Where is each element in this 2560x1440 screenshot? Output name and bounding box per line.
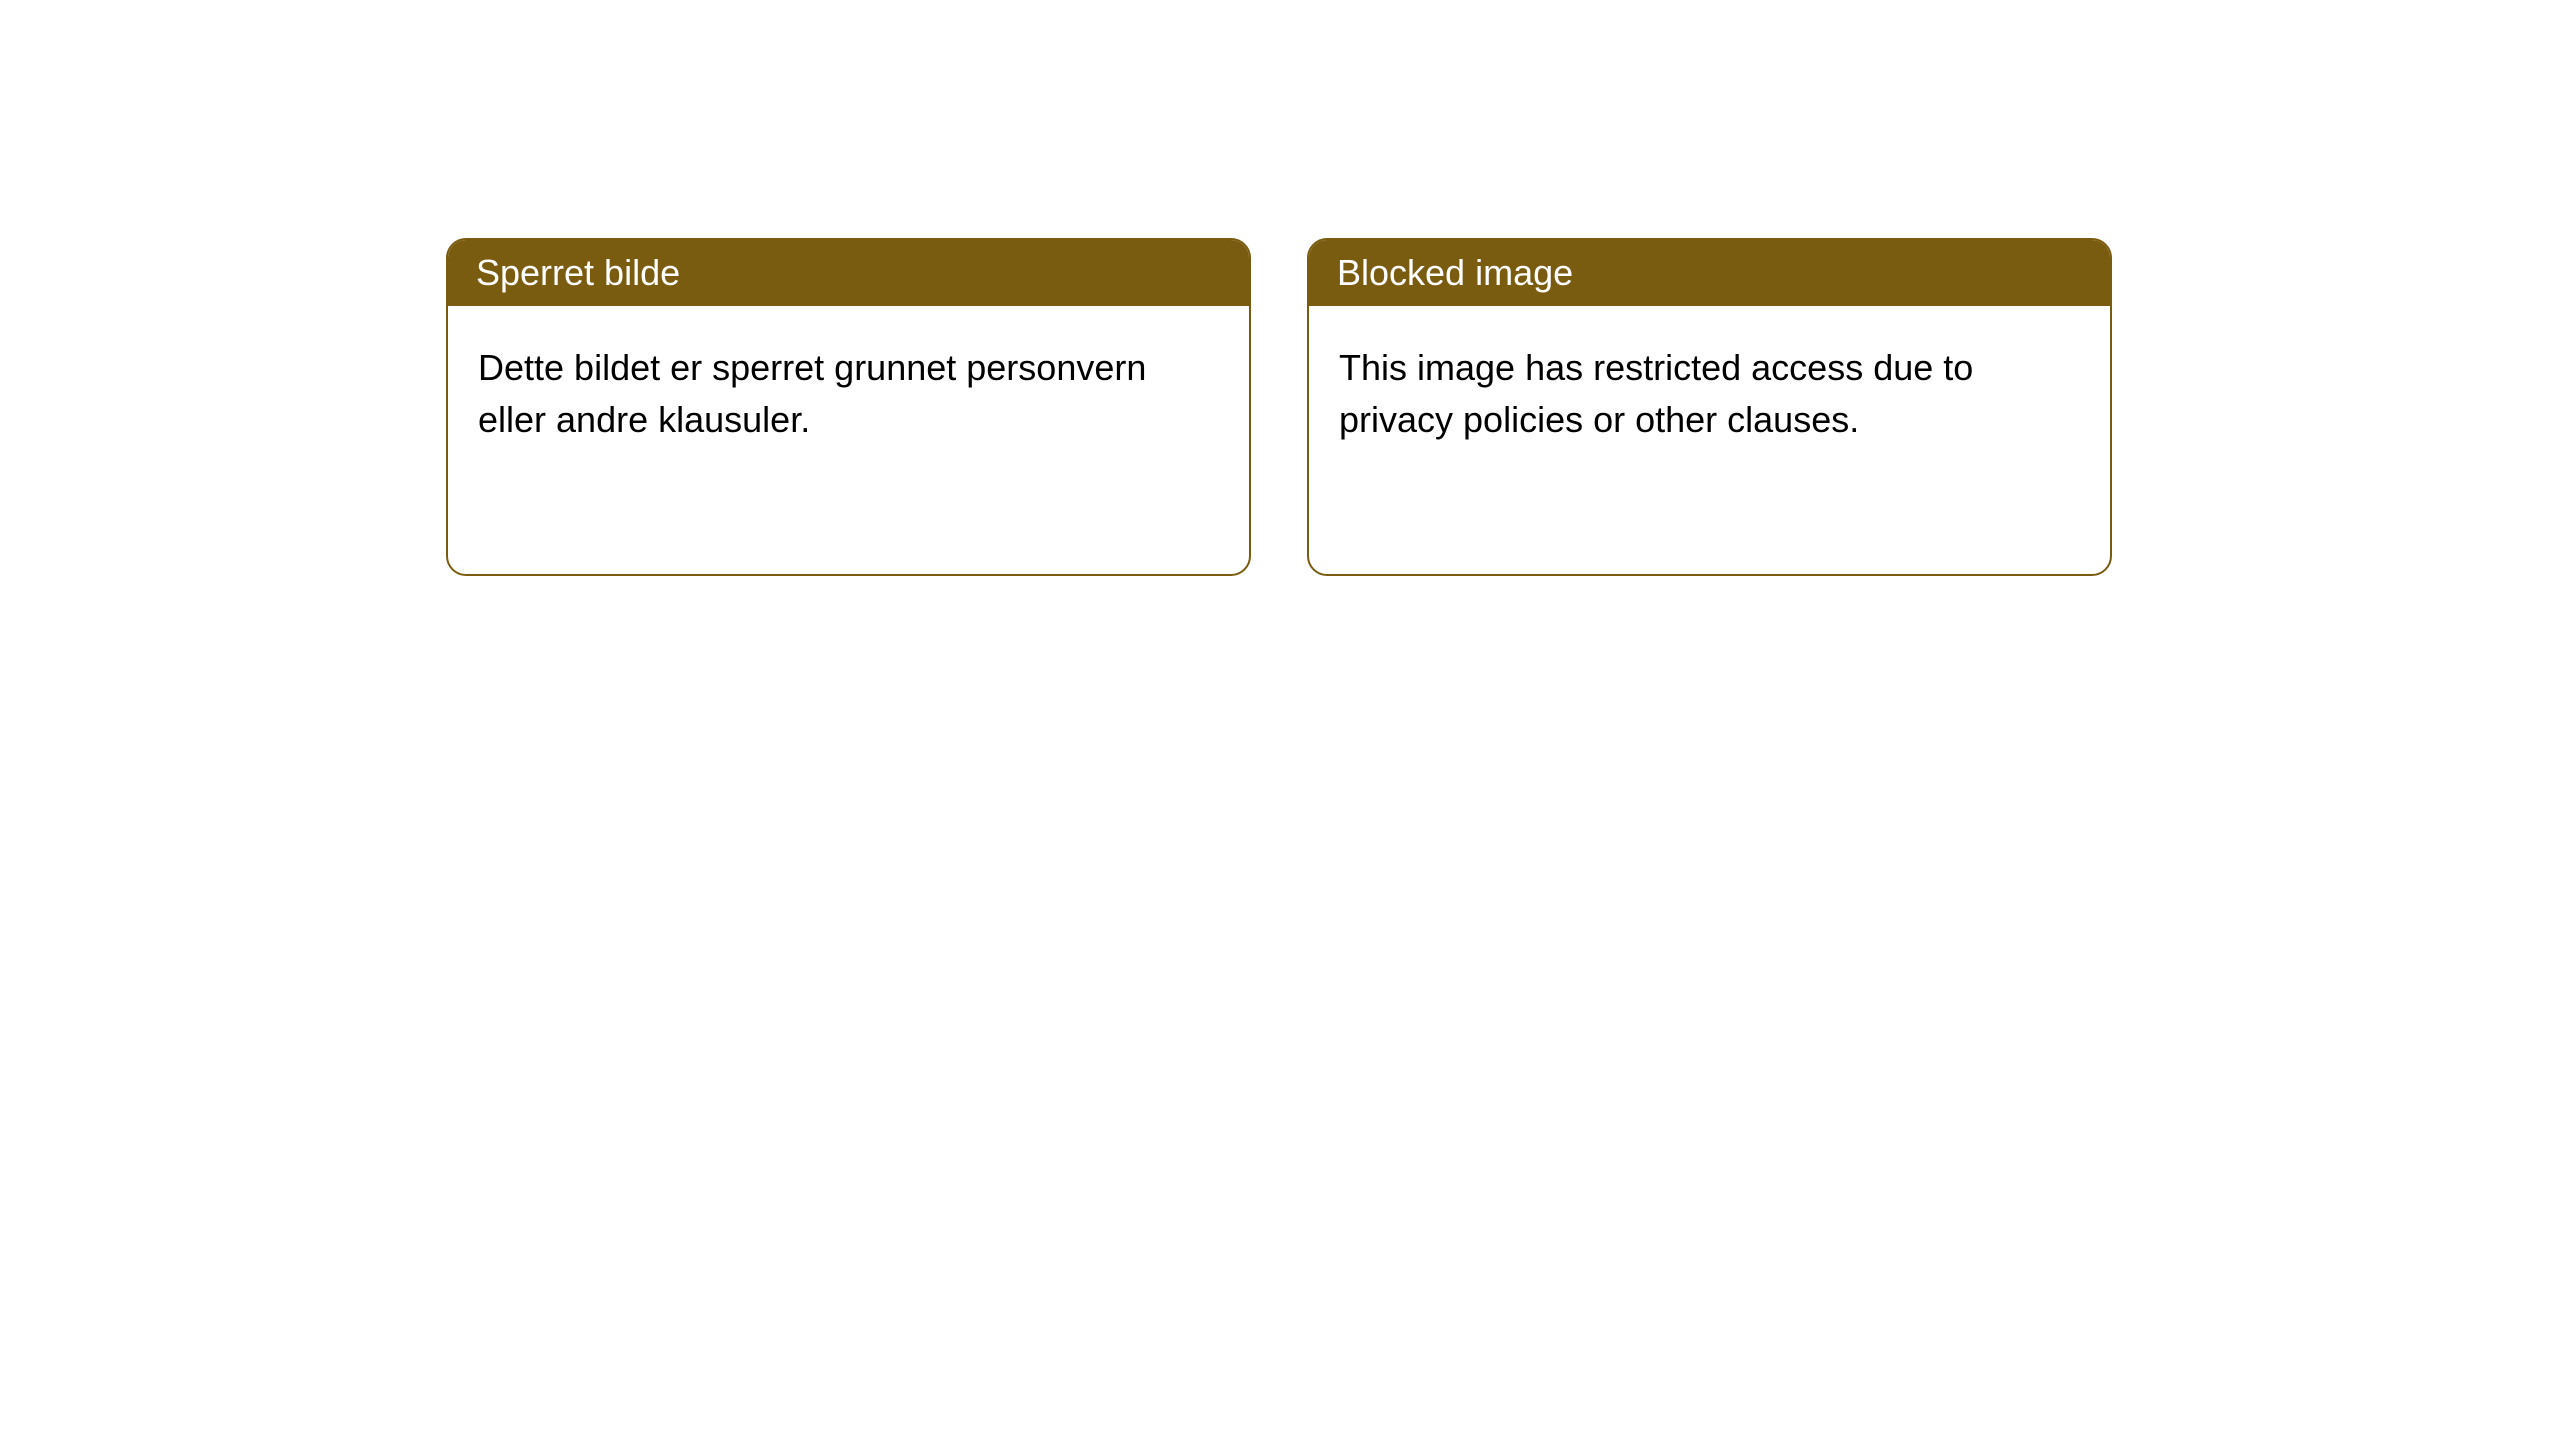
card-body: This image has restricted access due to … — [1309, 306, 2110, 482]
card-header: Sperret bilde — [448, 240, 1249, 306]
blocked-image-card-no: Sperret bilde Dette bildet er sperret gr… — [446, 238, 1251, 576]
notice-container: Sperret bilde Dette bildet er sperret gr… — [0, 0, 2560, 576]
blocked-image-card-en: Blocked image This image has restricted … — [1307, 238, 2112, 576]
card-title: Blocked image — [1337, 252, 1573, 293]
card-message: Dette bildet er sperret grunnet personve… — [478, 347, 1146, 440]
card-header: Blocked image — [1309, 240, 2110, 306]
card-title: Sperret bilde — [476, 252, 680, 293]
card-body: Dette bildet er sperret grunnet personve… — [448, 306, 1249, 482]
card-message: This image has restricted access due to … — [1339, 347, 1973, 440]
